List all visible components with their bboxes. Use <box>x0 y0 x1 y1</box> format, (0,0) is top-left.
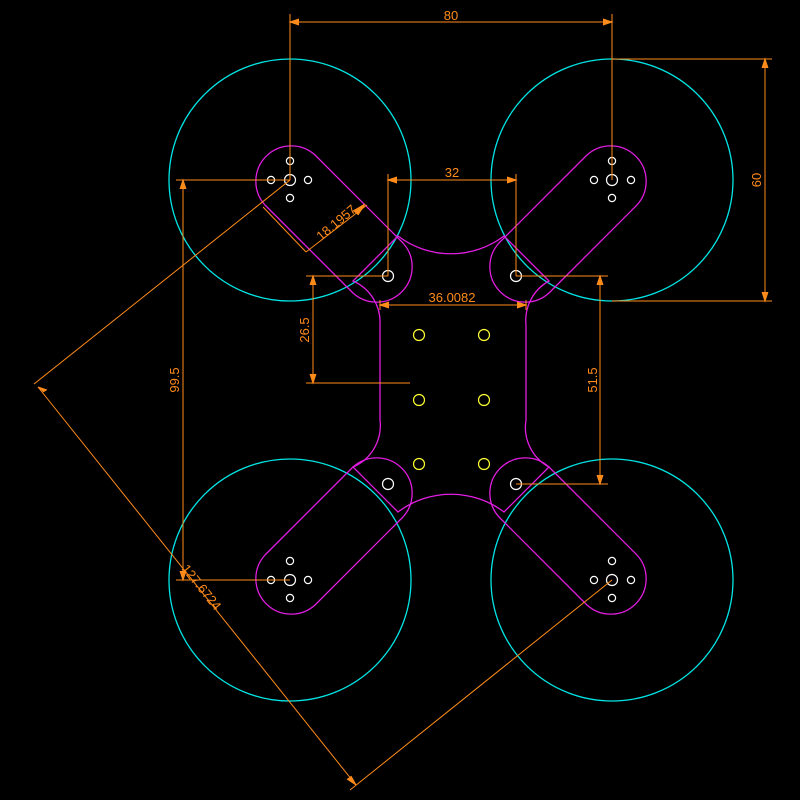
motor-hole <box>607 193 617 203</box>
dim-label-plate-hole-span: 51.5 <box>585 367 600 392</box>
motor-hole <box>589 175 599 185</box>
board-hole <box>412 393 426 407</box>
motor-hole <box>589 575 599 585</box>
motor-hole <box>626 575 636 585</box>
board-hole <box>412 457 426 471</box>
rotor-circles <box>168 58 734 702</box>
dimension-lines <box>33 14 772 791</box>
dim-99-lines <box>176 178 290 582</box>
dim-label-arm-width: 18.1957 <box>313 202 359 244</box>
motor-holes-bottom-left <box>266 556 313 603</box>
arm-bottom-left <box>255 457 413 615</box>
dim-label-center-plate-width: 36.0082 <box>429 290 476 305</box>
rotor-circle-bottom-right <box>490 458 734 702</box>
dim-32-lines <box>386 174 518 276</box>
dim-label-height-offset: 26.5 <box>297 317 312 342</box>
motor-hole <box>303 175 313 185</box>
rotor-circle-bottom-left <box>168 458 412 702</box>
motor-hole <box>285 556 295 566</box>
dim-36-lines <box>378 300 528 310</box>
dim-label-motor-spacing-x: 80 <box>444 8 458 23</box>
dim-18-lines <box>262 203 368 253</box>
board-hole <box>477 328 491 342</box>
motor-hole <box>285 593 295 603</box>
dimension-labels: 80 60 32 36.0082 26.5 51.5 99.5 18.1957 … <box>167 8 764 613</box>
dim-label-motor-spacing-y: 99.5 <box>167 367 182 392</box>
motor-hole <box>303 575 313 585</box>
dim-label-diagonal: 127.6724 <box>179 561 225 613</box>
dim-51-lines <box>516 274 608 486</box>
motor-holes-top-right <box>589 156 636 203</box>
dim-60-lines <box>612 57 772 303</box>
board-hole <box>412 328 426 342</box>
dim-label-plate-hole-spacing: 32 <box>445 165 459 180</box>
board-hole <box>477 457 491 471</box>
motor-hole-center <box>605 573 619 587</box>
arm-top-right <box>489 145 647 303</box>
dim-127-lines <box>33 179 613 791</box>
dim-26-lines <box>306 274 410 385</box>
motor-hole <box>607 593 617 603</box>
dim-label-rotor-diameter: 60 <box>749 173 764 187</box>
central-body <box>351 235 551 513</box>
frame-outline <box>255 145 647 615</box>
plate-hole <box>381 477 395 491</box>
board-hole <box>477 393 491 407</box>
motor-holes-bottom-right <box>589 556 636 603</box>
arm-top-left <box>255 145 413 303</box>
motor-hole <box>626 175 636 185</box>
motor-hole <box>607 556 617 566</box>
dim-80-lines <box>288 14 614 180</box>
arm-bottom-right <box>489 457 647 615</box>
motor-hole <box>285 193 295 203</box>
board-holes <box>412 328 491 471</box>
